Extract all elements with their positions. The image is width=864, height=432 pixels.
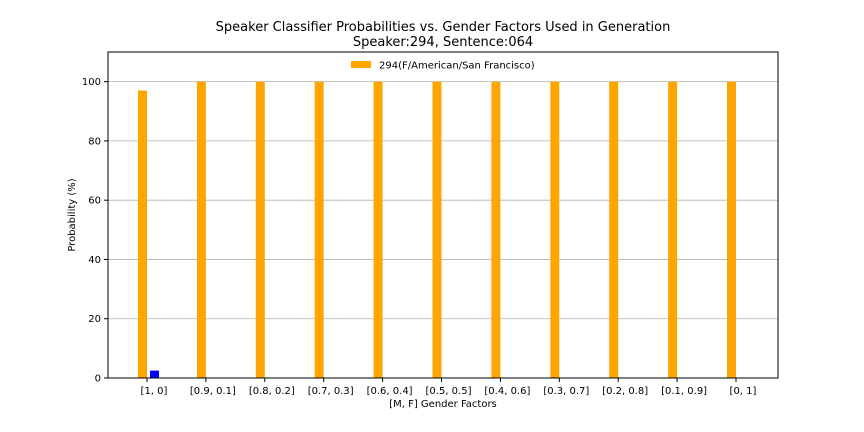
bar-series-1-6 (491, 81, 501, 379)
x-tick-label-1: [0.9, 0.1] (190, 386, 236, 397)
x-tick-label-8: [0.2, 0.8] (602, 386, 648, 397)
x-tick-label-4: [0.6, 0.4] (367, 386, 413, 397)
y-tick-label-4: 80 (88, 136, 101, 147)
x-tick-label-6: [0.4, 0.6] (484, 386, 530, 397)
bar-series-1-0 (138, 90, 147, 378)
legend-swatch-series-1 (351, 61, 371, 68)
y-tick-label-0: 0 (95, 374, 101, 385)
y-tick-label-5: 100 (82, 77, 101, 88)
x-tick-label-2: [0.8, 0.2] (249, 386, 295, 397)
x-tick-label-7: [0.3, 0.7] (543, 386, 589, 397)
chart-title: Speaker Classifier Probabilities vs. Gen… (216, 20, 671, 35)
x-tick-label-9: [0.1, 0.9] (661, 386, 707, 397)
bar-series-1-7 (550, 81, 560, 379)
y-tick-label-1: 20 (88, 314, 101, 325)
bars (138, 81, 736, 379)
bar-series-1-4 (373, 81, 383, 379)
y-axis-ticks: 0 20 40 60 80 100 (82, 77, 108, 385)
bar-series-1-1 (196, 81, 206, 379)
bar-series-2-0 (150, 370, 159, 378)
bar-series-1-10 (727, 81, 736, 379)
chart-subtitle: Speaker:294, Sentence:064 (353, 35, 533, 50)
x-tick-label-10: [0, 1] (730, 386, 757, 397)
bar-series-1-5 (432, 81, 442, 379)
y-axis-label: Probability (%) (67, 178, 78, 251)
legend-label-series-1: 294(F/American/San Francisco) (379, 61, 535, 72)
y-tick-label-2: 40 (88, 255, 101, 266)
x-axis-ticks: [1, 0] [0.9, 0.1] [0.8, 0.2] [0.7, 0.3] [0.6… (141, 378, 757, 397)
plot-frame (107, 51, 779, 379)
bar-series-1-9 (668, 81, 678, 379)
x-tick-label-0: [1, 0] (141, 386, 168, 397)
bar-series-1-2 (255, 81, 265, 379)
bar-series-1-3 (314, 81, 324, 379)
legend: 294(F/American/San Francisco) (351, 61, 535, 72)
x-axis-label: [M, F] Gender Factors (389, 399, 497, 410)
y-tick-label-3: 60 (88, 196, 101, 207)
bar-series-1-8 (609, 81, 619, 379)
gridlines (108, 81, 778, 320)
x-tick-label-5: [0.5, 0.5] (426, 386, 472, 397)
x-tick-label-3: [0.7, 0.3] (308, 386, 354, 397)
